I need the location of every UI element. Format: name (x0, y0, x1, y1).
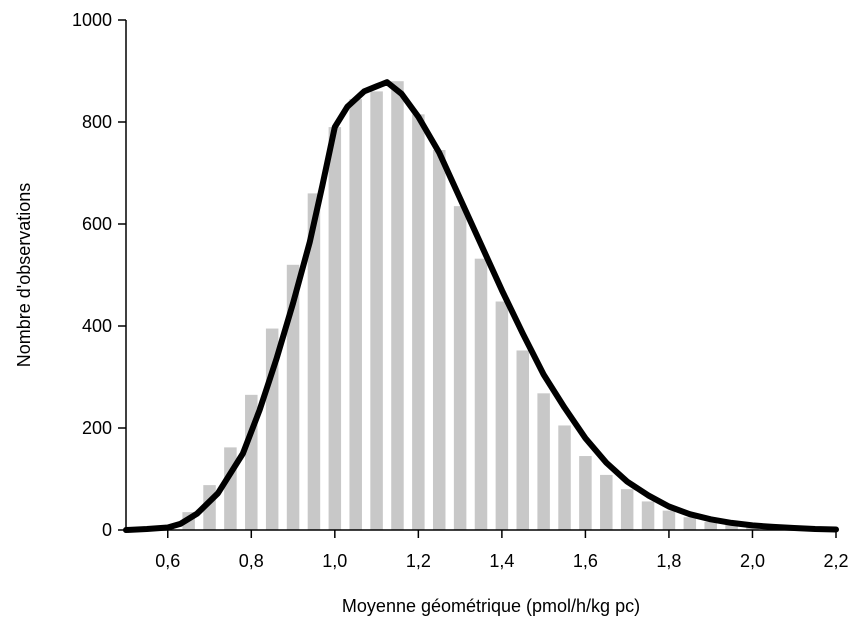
histogram-bar (600, 474, 613, 530)
y-tick-label: 400 (82, 316, 112, 336)
x-tick-label: 1,6 (573, 551, 598, 571)
fitted-curve (123, 79, 839, 533)
y-tick-label: 800 (82, 112, 112, 132)
histogram-bar (474, 258, 488, 530)
histogram-bar (328, 127, 342, 530)
histogram-bar (495, 301, 509, 530)
x-tick-label: 0,6 (155, 551, 180, 571)
x-tick-label: 1,0 (322, 551, 347, 571)
axes-group: 0 200 400 600 800 1000 0,6 0,8 1,0 1,2 1,4 1,6 1,8 2,… (72, 10, 849, 571)
histogram-bar (516, 350, 530, 530)
histogram-bar (286, 264, 300, 530)
histogram-bar (641, 501, 655, 530)
histogram-bar (704, 521, 717, 530)
histogram-bar (224, 447, 237, 530)
histogram-bar (453, 206, 467, 530)
y-axis-title: Nombre d'observations (14, 183, 34, 368)
x-tick-label: 2,0 (740, 551, 765, 571)
histogram-bar (746, 526, 759, 530)
x-axis-title: Moyenne géométrique (pmol/h/kg pc) (342, 596, 640, 616)
histogram-bar (412, 114, 425, 530)
histogram-bar (370, 91, 383, 531)
y-tick-label: 600 (82, 214, 112, 234)
x-tick-label: 1,4 (489, 551, 514, 571)
histogram-bar (579, 456, 592, 530)
bars-group (140, 81, 822, 531)
histogram-bar (349, 99, 362, 531)
histogram-bar (307, 193, 321, 530)
histogram-bar (391, 81, 404, 530)
y-tick-label: 200 (82, 418, 112, 438)
y-tick-label: 0 (102, 520, 112, 540)
y-tick-label: 1000 (72, 10, 112, 30)
x-tick-label: 1,8 (656, 551, 681, 571)
histogram-bar (683, 517, 697, 530)
x-tick-label: 1,2 (406, 551, 431, 571)
histogram-bar (432, 150, 446, 531)
x-tick-label: 2,2 (823, 551, 848, 571)
histogram-bar (558, 425, 571, 530)
histogram-bar (537, 393, 550, 530)
histogram-bar (725, 524, 738, 530)
histogram-bar (620, 489, 634, 530)
x-tick-label: 0,8 (239, 551, 264, 571)
histogram-bar (662, 510, 676, 530)
